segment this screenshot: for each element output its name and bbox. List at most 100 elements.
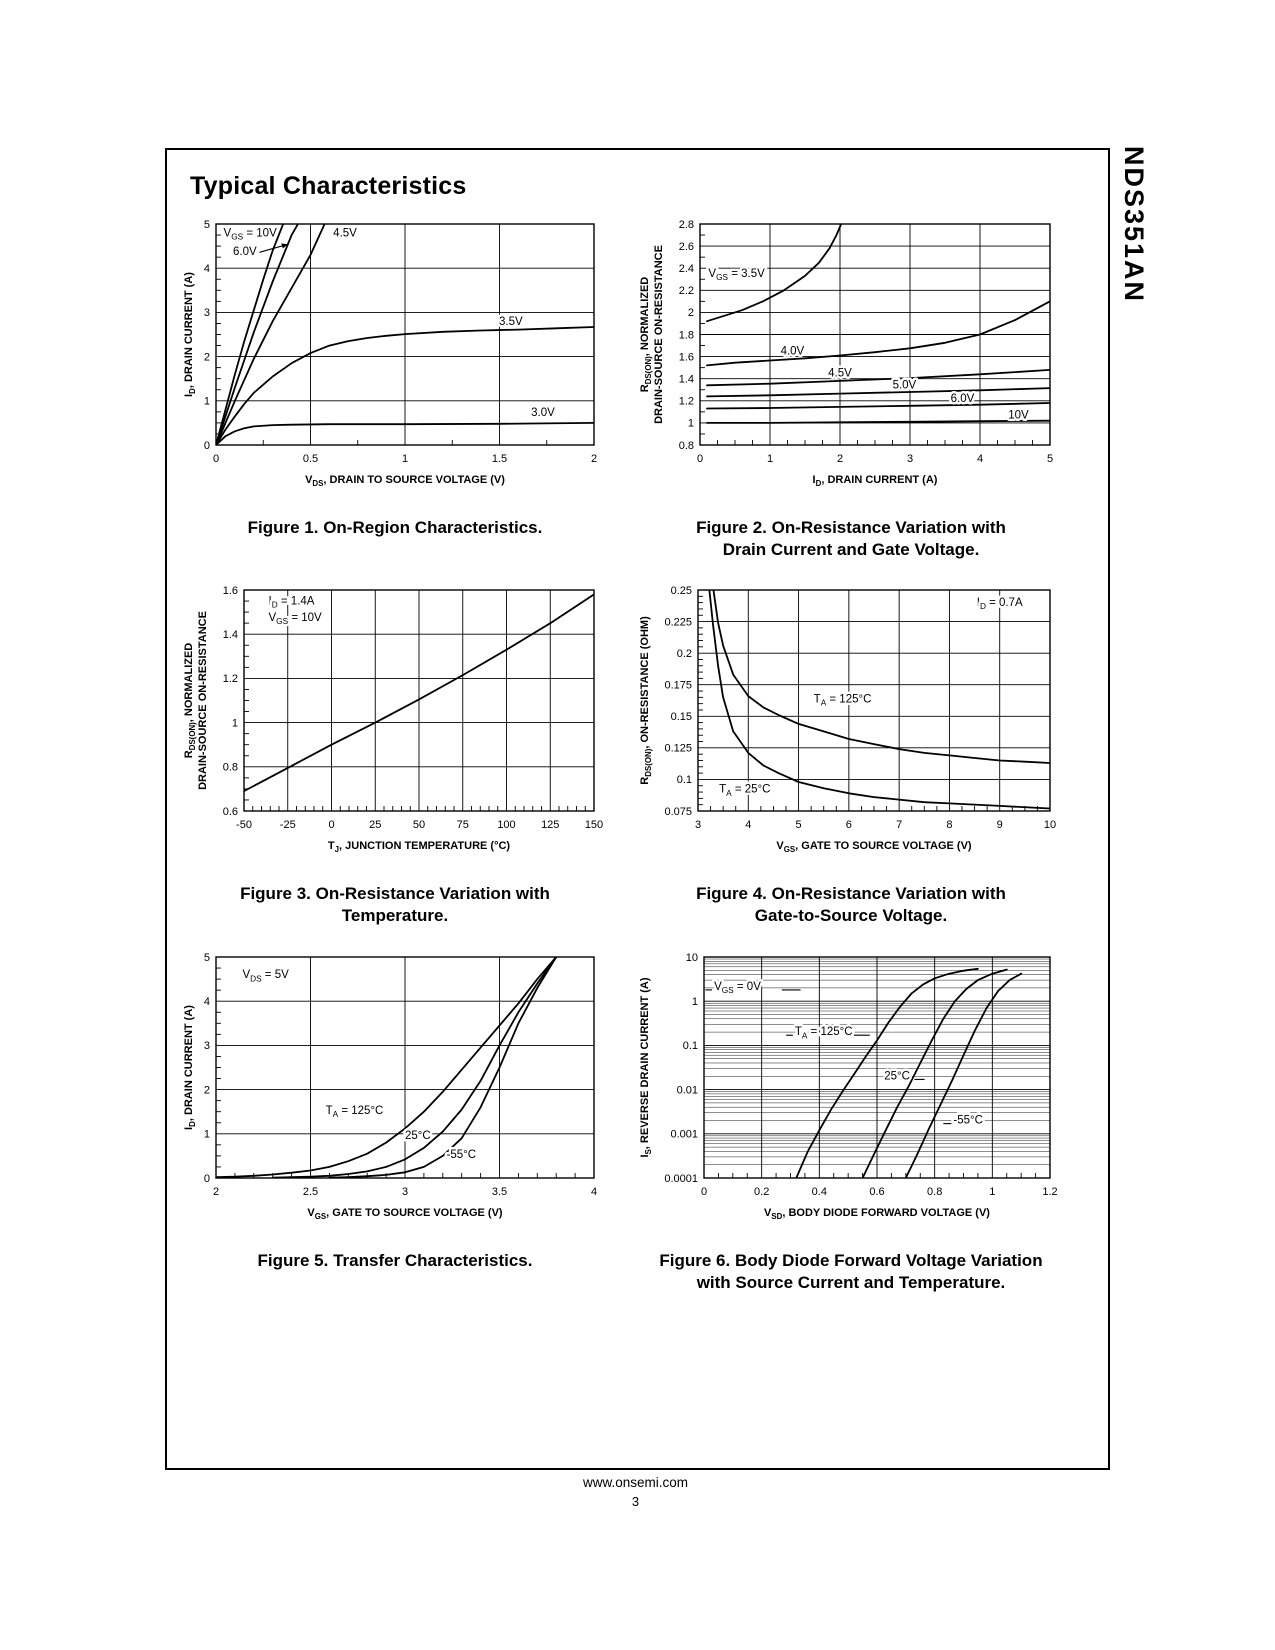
svg-text:TA = 125°C: TA = 125°C	[814, 693, 872, 707]
svg-text:VGS = 10V: VGS = 10V	[269, 612, 323, 626]
svg-text:4.5V: 4.5V	[828, 367, 852, 379]
svg-text:25°C: 25°C	[405, 1130, 431, 1142]
svg-text:VSD, BODY DIODE FORWARD VOLTA: VSD, BODY DIODE FORWARD VOLTAGE (V)	[764, 1207, 990, 1221]
svg-text:TA = 25°C: TA = 25°C	[719, 784, 770, 798]
svg-text:4: 4	[204, 996, 210, 1008]
svg-text:1.2: 1.2	[679, 396, 694, 408]
svg-text:1: 1	[767, 453, 773, 465]
svg-text:3: 3	[204, 1040, 210, 1052]
figure-3-chart: -50 -25 0 25 50 75 100 125 150 0.6 0.8 1 1.2 1.4 1.6 TJ…	[180, 576, 610, 861]
svg-text:0.001: 0.001	[670, 1129, 698, 1141]
svg-text:125: 125	[541, 819, 559, 831]
svg-text:1: 1	[232, 717, 238, 729]
svg-text:100: 100	[497, 819, 515, 831]
svg-text:0.225: 0.225	[664, 616, 692, 628]
svg-text:4.0V: 4.0V	[781, 345, 805, 357]
svg-text:0.1: 0.1	[683, 1040, 698, 1052]
svg-text:-55°C: -55°C	[953, 1115, 983, 1127]
svg-text:3: 3	[907, 453, 913, 465]
svg-text:4.5V: 4.5V	[333, 227, 357, 239]
figure-2-caption: Figure 2. On-Resistance Variation with D…	[696, 518, 1006, 560]
svg-text:0.15: 0.15	[671, 711, 692, 723]
svg-text:TA = 125°C: TA = 125°C	[795, 1026, 853, 1040]
svg-text:2: 2	[204, 351, 210, 363]
svg-text:10V: 10V	[1008, 409, 1029, 421]
svg-text:1: 1	[989, 1186, 995, 1198]
svg-text:0.1: 0.1	[677, 774, 692, 786]
svg-text:3: 3	[204, 307, 210, 319]
svg-text:-25: -25	[280, 819, 296, 831]
svg-text:DRAIN-SOURCE ON-RESISTANCE: DRAIN-SOURCE ON-RESISTANCE	[653, 245, 665, 424]
figure-4-caption: Figure 4. On-Resistance Variation with G…	[696, 884, 1006, 926]
svg-text:0.2: 0.2	[754, 1186, 769, 1198]
svg-text:0.4: 0.4	[812, 1186, 827, 1198]
svg-text:0.075: 0.075	[664, 806, 692, 818]
svg-text:0.8: 0.8	[927, 1186, 942, 1198]
figure-5-chart: 2 2.5 3 3.5 4 0 1 2 3 4 5 VGS, GATE TO SOURCE VOLTA…	[180, 943, 610, 1228]
svg-text:2.6: 2.6	[679, 241, 694, 253]
svg-text:6.0V: 6.0V	[951, 393, 975, 405]
svg-text:ID, DRAIN CURRENT (A): ID, DRAIN CURRENT (A)	[183, 1005, 197, 1130]
svg-text:1.6: 1.6	[223, 585, 238, 597]
svg-text:0: 0	[204, 1173, 210, 1185]
figure-5-caption: Figure 5. Transfer Characteristics.	[257, 1251, 533, 1270]
svg-text:RDS(ON), ON-RESISTANCE (OHM): RDS(ON), ON-RESISTANCE (OHM)	[639, 616, 653, 785]
part-number-side-label: NDS351AN	[1119, 146, 1149, 304]
svg-text:8: 8	[946, 819, 952, 831]
svg-text:0: 0	[204, 440, 210, 452]
svg-text:VDS, DRAIN TO SOURCE VOLTAGE (: VDS, DRAIN TO SOURCE VOLTAGE (V)	[305, 474, 505, 488]
svg-text:2.8: 2.8	[679, 219, 694, 231]
svg-text:VGS, GATE TO SOURCE VOLTAGE (V: VGS, GATE TO SOURCE VOLTAGE (V)	[307, 1207, 503, 1221]
footer-url: www.onsemi.com	[582, 1475, 689, 1490]
svg-text:5.0V: 5.0V	[893, 380, 917, 392]
svg-text:DRAIN-SOURCE ON-RESISTANCE: DRAIN-SOURCE ON-RESISTANCE	[197, 611, 209, 790]
page-title: Typical Characteristics	[190, 172, 467, 200]
svg-text:VGS = 0V: VGS = 0V	[714, 981, 761, 995]
svg-text:1.6: 1.6	[679, 351, 694, 363]
page-footer: www.onsemi.com 3	[165, 1475, 1106, 1509]
svg-text:150: 150	[585, 819, 603, 831]
figure-4: 3 4 5 6 7 8 9 10 0.075 0.1 0.125 0.15 0.175 0.2 0.225 0…	[636, 576, 1066, 927]
svg-text:ID, DRAIN CURRENT (A): ID, DRAIN CURRENT (A)	[813, 474, 938, 488]
svg-text:1.2: 1.2	[223, 673, 238, 685]
svg-text:2: 2	[837, 453, 843, 465]
svg-text:VGS, GATE TO SOURCE VOLTAGE (V: VGS, GATE TO SOURCE VOLTAGE (V)	[776, 840, 972, 854]
svg-text:2: 2	[688, 307, 694, 319]
svg-text:2: 2	[204, 1084, 210, 1096]
svg-text:1: 1	[402, 453, 408, 465]
page-number: 3	[631, 1494, 640, 1509]
figure-3: -50 -25 0 25 50 75 100 125 150 0.6 0.8 1 1.2 1.4 1.6 TJ…	[180, 576, 610, 927]
figure-6-chart: 0 0.2 0.4 0.6 0.8 1 1.2 10 1 0.1 0.01 0.001 0.0001 VS…	[636, 943, 1066, 1228]
svg-text:VDS = 5V: VDS = 5V	[242, 969, 289, 983]
svg-text:2.4: 2.4	[679, 263, 694, 275]
svg-text:3.0V: 3.0V	[531, 407, 555, 419]
svg-text:1.4: 1.4	[223, 629, 238, 641]
svg-text:0: 0	[328, 819, 334, 831]
svg-text:-55°C: -55°C	[447, 1149, 477, 1161]
svg-text:VGS = 3.5V: VGS = 3.5V	[708, 268, 765, 282]
svg-text:1: 1	[204, 396, 210, 408]
svg-text:1.5: 1.5	[492, 453, 507, 465]
svg-text:3: 3	[402, 1186, 408, 1198]
svg-text:1.2: 1.2	[1042, 1186, 1057, 1198]
svg-text:1: 1	[688, 418, 694, 430]
svg-text:0: 0	[697, 453, 703, 465]
svg-text:3: 3	[695, 819, 701, 831]
svg-text:4: 4	[591, 1186, 597, 1198]
figure-1-caption: Figure 1. On-Region Characteristics.	[247, 518, 543, 537]
svg-text:4: 4	[745, 819, 751, 831]
svg-text:2.2: 2.2	[679, 285, 694, 297]
svg-text:4: 4	[204, 263, 210, 275]
page-border-frame	[165, 148, 1110, 1470]
svg-text:0.25: 0.25	[671, 585, 692, 597]
svg-text:0.125: 0.125	[664, 743, 692, 755]
svg-text:6.0V: 6.0V	[233, 246, 257, 258]
svg-text:10: 10	[686, 952, 698, 964]
svg-text:0: 0	[701, 1186, 707, 1198]
svg-text:0.8: 0.8	[223, 762, 238, 774]
figure-6: 0 0.2 0.4 0.6 0.8 1 1.2 10 1 0.1 0.01 0.001 0.0001 VS…	[636, 943, 1066, 1294]
figure-2: 0 1 2 3 4 5 0.8 1 1.2 1.4 1.6 1.8 2 2.2 2.4 2.6 2.8 ID, D…	[636, 210, 1066, 561]
svg-text:0.2: 0.2	[677, 648, 692, 660]
figure-2-chart: 0 1 2 3 4 5 0.8 1 1.2 1.4 1.6 1.8 2 2.2 2.4 2.6 2.8 ID, D…	[636, 210, 1066, 495]
